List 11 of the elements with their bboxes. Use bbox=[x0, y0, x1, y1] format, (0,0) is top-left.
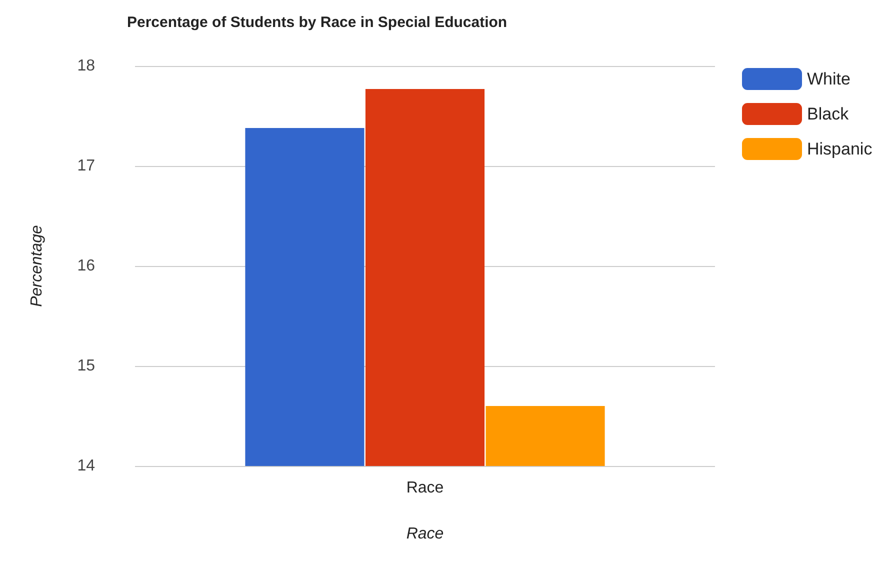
legend-label: Black bbox=[807, 104, 850, 124]
y-tick-label: 15 bbox=[77, 358, 96, 374]
y-tick-label: 14 bbox=[77, 458, 96, 474]
x-axis-title: Race bbox=[406, 526, 444, 542]
chart-title: Percentage of Students by Race in Special Education bbox=[127, 14, 508, 31]
y-tick-label: 18 bbox=[77, 58, 96, 74]
y-tick-label: 16 bbox=[77, 258, 96, 274]
y-tick-label: 17 bbox=[77, 158, 96, 174]
legend-label: Hispanic bbox=[807, 140, 873, 158]
y-axis-title: Percentage bbox=[28, 224, 46, 307]
legend-label: White bbox=[807, 70, 850, 88]
